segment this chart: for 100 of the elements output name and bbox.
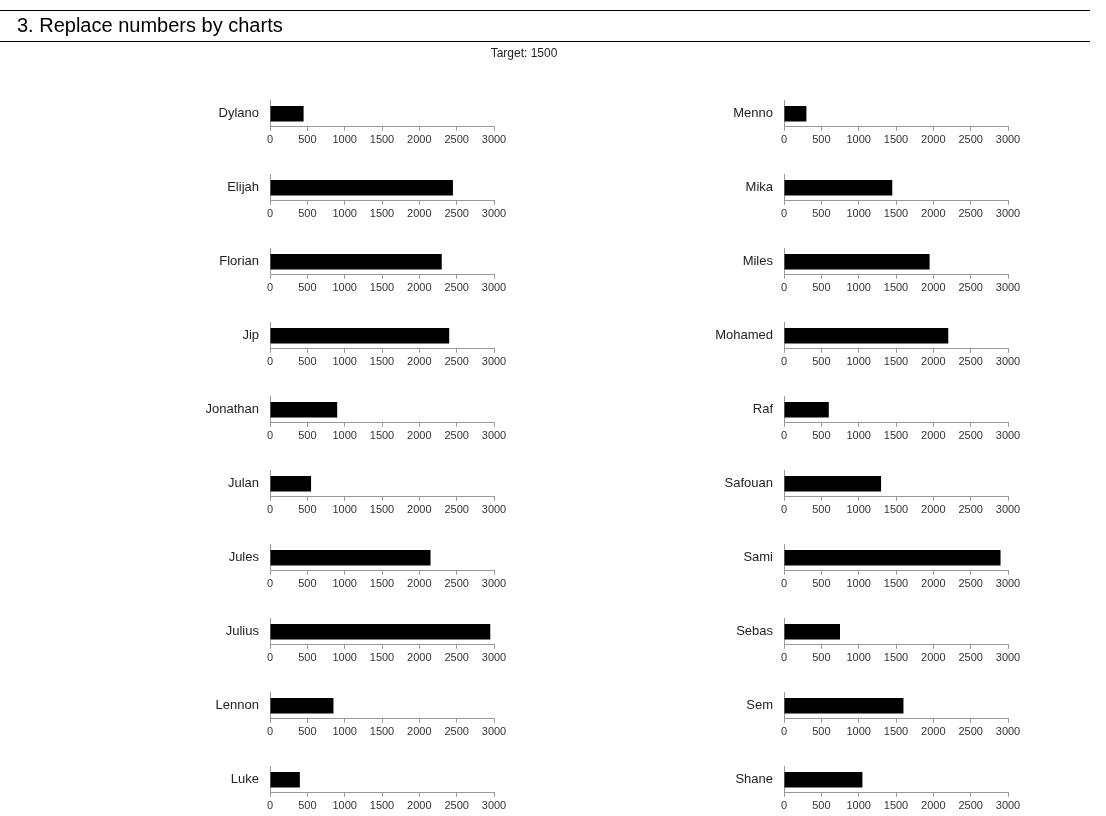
x-tick-label: 1000 bbox=[332, 577, 357, 590]
x-tick-label: 2000 bbox=[407, 281, 432, 294]
x-tick-label: 3000 bbox=[995, 651, 1021, 664]
x-tick-label: 1000 bbox=[332, 355, 357, 368]
x-tick-label: 0 bbox=[780, 429, 788, 442]
x-tick-label: 3000 bbox=[995, 799, 1021, 812]
x-tick-label: 500 bbox=[298, 577, 317, 590]
x-tick-label: 2000 bbox=[921, 503, 946, 516]
x-tick-label: 2000 bbox=[407, 799, 432, 812]
x-tick-label: 2500 bbox=[444, 133, 469, 146]
x-tick-label: 500 bbox=[812, 725, 831, 738]
x-tick-label: 500 bbox=[812, 207, 831, 220]
x-tick-label: 3000 bbox=[995, 133, 1021, 146]
x-tick-label: 1000 bbox=[846, 207, 871, 220]
x-tick-label: 3000 bbox=[481, 799, 507, 812]
x-tick-label: 1000 bbox=[332, 725, 357, 738]
y-tick-label: Elijah bbox=[227, 179, 259, 195]
x-tick-label: 1000 bbox=[846, 133, 871, 146]
x-tick-label: 2500 bbox=[958, 207, 983, 220]
x-tick-label: 1000 bbox=[332, 281, 357, 294]
x-tick-label: 500 bbox=[298, 355, 317, 368]
x-tick-label: 2500 bbox=[444, 503, 469, 516]
x-tick-label: 1500 bbox=[883, 355, 909, 368]
x-tick-label: 2500 bbox=[958, 503, 983, 516]
x-tick-label: 1000 bbox=[846, 355, 871, 368]
x-tick-label: 1500 bbox=[369, 799, 395, 812]
y-tick-label: Jules bbox=[228, 549, 260, 565]
x-tick-label: 3000 bbox=[481, 651, 507, 664]
y-tick-label: Julius bbox=[225, 623, 260, 639]
x-tick-label: 0 bbox=[266, 281, 274, 294]
x-tick-label: 3000 bbox=[481, 577, 507, 590]
x-tick-label: 1500 bbox=[369, 355, 395, 368]
x-tick-label: 1000 bbox=[846, 429, 871, 442]
x-tick-label: 2000 bbox=[921, 207, 946, 220]
x-tick-label: 0 bbox=[780, 577, 788, 590]
x-tick-label: 0 bbox=[266, 429, 274, 442]
x-tick-label: 0 bbox=[780, 799, 788, 812]
x-tick-label: 1000 bbox=[332, 133, 357, 146]
y-tick-label: Lennon bbox=[215, 697, 259, 713]
x-tick-label: 1500 bbox=[369, 725, 395, 738]
x-tick-label: 2500 bbox=[958, 355, 983, 368]
x-tick-label: 2500 bbox=[958, 281, 983, 294]
x-tick-label: 500 bbox=[298, 207, 317, 220]
x-tick-label: 0 bbox=[780, 725, 788, 738]
x-tick-label: 1000 bbox=[846, 503, 871, 516]
x-tick-label: 2000 bbox=[921, 577, 946, 590]
x-tick-label: 1000 bbox=[846, 725, 871, 738]
y-tick-label: Safouan bbox=[724, 475, 773, 491]
y-tick-label: Shane bbox=[735, 771, 773, 787]
x-tick-label: 500 bbox=[812, 281, 831, 294]
x-tick-label: 0 bbox=[780, 355, 788, 368]
x-tick-label: 2000 bbox=[921, 651, 946, 664]
x-tick-label: 500 bbox=[298, 133, 317, 146]
x-tick-label: 500 bbox=[812, 651, 831, 664]
x-tick-label: 500 bbox=[812, 503, 831, 516]
x-tick-label: 2500 bbox=[444, 429, 469, 442]
x-tick-label: 0 bbox=[266, 725, 274, 738]
y-tick-label: Luke bbox=[230, 771, 259, 787]
x-tick-label: 500 bbox=[298, 281, 317, 294]
y-tick-label: Sebas bbox=[736, 623, 774, 639]
x-tick-label: 2500 bbox=[444, 799, 469, 812]
x-tick-label: 2000 bbox=[407, 429, 432, 442]
x-tick-label: 1500 bbox=[369, 429, 395, 442]
x-tick-label: 2000 bbox=[407, 725, 432, 738]
x-tick-label: 1500 bbox=[883, 281, 909, 294]
x-tick-label: 2500 bbox=[444, 725, 469, 738]
x-tick-label: 1500 bbox=[883, 799, 909, 812]
x-tick-label: 2500 bbox=[444, 281, 469, 294]
x-tick-label: 1500 bbox=[369, 577, 395, 590]
x-tick-label: 500 bbox=[812, 429, 831, 442]
x-tick-label: 2000 bbox=[407, 651, 432, 664]
x-tick-label: 2500 bbox=[958, 429, 983, 442]
x-tick-label: 0 bbox=[780, 281, 788, 294]
text: 3. Replace numbers by charts bbox=[17, 14, 283, 37]
x-tick-label: 1000 bbox=[846, 799, 871, 812]
x-tick-label: 1500 bbox=[369, 133, 395, 146]
y-tick-label: Raf bbox=[752, 401, 774, 417]
x-tick-label: 1000 bbox=[332, 429, 357, 442]
x-tick-label: 3000 bbox=[481, 725, 507, 738]
x-tick-label: 3000 bbox=[481, 355, 507, 368]
x-tick-label: 2000 bbox=[921, 799, 946, 812]
x-tick-label: 2500 bbox=[958, 799, 983, 812]
x-tick-label: 1500 bbox=[369, 207, 395, 220]
y-tick-label: Sami bbox=[743, 549, 774, 565]
x-tick-label: 2000 bbox=[407, 577, 432, 590]
x-tick-label: 1500 bbox=[369, 503, 395, 516]
y-tick-label: Sem bbox=[746, 697, 773, 713]
y-tick-label: Florian bbox=[219, 253, 259, 269]
x-tick-label: 3000 bbox=[995, 355, 1021, 368]
x-tick-label: 3000 bbox=[995, 207, 1021, 220]
y-tick-label: Dylano bbox=[218, 105, 259, 121]
x-tick-label: 1500 bbox=[883, 651, 909, 664]
x-tick-label: 500 bbox=[298, 503, 317, 516]
x-tick-label: 1000 bbox=[332, 651, 357, 664]
x-tick-label: 1000 bbox=[332, 799, 357, 812]
x-tick-label: 1500 bbox=[883, 207, 909, 220]
x-tick-label: 0 bbox=[266, 799, 274, 812]
x-tick-label: 3000 bbox=[481, 207, 507, 220]
y-tick-label: Jip bbox=[242, 327, 259, 343]
y-tick-label: Mika bbox=[745, 179, 774, 195]
